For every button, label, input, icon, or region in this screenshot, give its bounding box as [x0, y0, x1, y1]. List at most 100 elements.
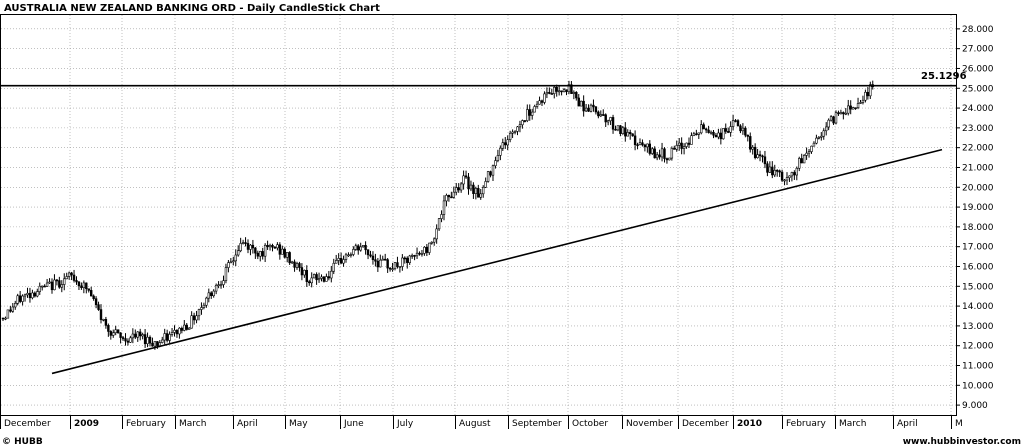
candle — [420, 249, 424, 257]
candle — [310, 272, 313, 288]
candle — [704, 127, 708, 134]
candle-body — [60, 284, 64, 288]
candle-body — [94, 298, 98, 306]
candle — [330, 265, 333, 283]
x-month-label: March — [179, 419, 206, 429]
candle-body — [864, 91, 867, 101]
candle-body — [14, 303, 17, 308]
candle — [687, 137, 691, 148]
candle — [210, 291, 213, 299]
candle — [119, 332, 122, 344]
candle-body — [775, 170, 779, 172]
candle — [80, 282, 83, 290]
candle-body — [452, 191, 455, 198]
candle — [276, 242, 279, 251]
candle — [67, 271, 71, 280]
candle-body — [477, 188, 480, 198]
candle — [99, 304, 103, 324]
candle — [548, 87, 551, 95]
candle-body — [153, 341, 157, 347]
candle-body — [658, 154, 661, 158]
candle-body — [190, 315, 193, 329]
candle-body — [651, 148, 654, 154]
candle-body — [579, 100, 583, 107]
candle — [151, 337, 154, 347]
candle — [562, 87, 566, 93]
candle-body — [648, 143, 652, 154]
candle-body — [562, 89, 566, 93]
candle-body — [53, 279, 56, 291]
candle-body — [256, 252, 259, 257]
candle — [45, 278, 49, 288]
candle — [638, 138, 642, 146]
candle-body — [761, 155, 764, 158]
candle-body — [435, 228, 438, 240]
candle-body — [139, 331, 142, 337]
candle — [611, 114, 615, 134]
candle — [746, 134, 750, 142]
candle-body — [751, 146, 754, 150]
candle-body — [592, 104, 595, 108]
candle-body — [834, 112, 838, 124]
candle — [234, 249, 237, 267]
candle — [584, 103, 588, 112]
candle — [175, 329, 179, 338]
candle — [21, 294, 24, 306]
candle — [457, 183, 460, 193]
candle-body — [445, 194, 448, 202]
candle — [501, 138, 504, 151]
x-month-label: February — [786, 419, 827, 429]
candle-body — [18, 295, 22, 302]
candle-body — [697, 132, 701, 135]
candle-body — [379, 259, 382, 268]
candle-body — [347, 254, 350, 257]
candle — [4, 316, 7, 321]
candle-body — [447, 194, 451, 198]
candle — [290, 260, 294, 264]
candle-body — [437, 218, 441, 230]
candle-body — [589, 104, 593, 112]
candle — [283, 247, 286, 259]
candle — [63, 273, 66, 291]
candle — [491, 164, 495, 181]
candle — [673, 145, 676, 150]
candle-body — [462, 175, 465, 185]
candle — [104, 316, 108, 329]
candle-body — [450, 196, 453, 199]
y-tick-label: 24.000 — [962, 104, 994, 114]
candle-body — [278, 244, 282, 255]
candle — [222, 275, 225, 288]
candle — [579, 100, 583, 107]
candle — [374, 253, 377, 267]
support-trendline — [51, 148, 943, 375]
candle — [690, 132, 693, 145]
candle — [315, 272, 318, 285]
candle — [268, 243, 272, 251]
candle-body — [222, 280, 225, 285]
candle-body — [161, 339, 164, 343]
candle-body — [820, 135, 823, 138]
candle — [90, 286, 93, 297]
candle-body — [677, 142, 681, 146]
candle — [168, 331, 171, 343]
candle — [82, 280, 86, 294]
candle — [202, 302, 206, 310]
candle — [246, 239, 250, 254]
candle — [369, 250, 372, 258]
candle — [744, 126, 747, 138]
candle-body — [847, 105, 850, 114]
candles — [1, 80, 874, 350]
candle — [844, 107, 848, 116]
candle-body — [109, 331, 113, 336]
candle — [121, 335, 125, 341]
candle-body — [192, 315, 196, 321]
candle — [869, 81, 872, 99]
candle-body — [75, 280, 78, 283]
candle-body — [163, 333, 166, 341]
candle — [859, 100, 862, 105]
candle — [535, 101, 539, 109]
candle — [741, 123, 745, 135]
candle-body — [714, 134, 718, 138]
